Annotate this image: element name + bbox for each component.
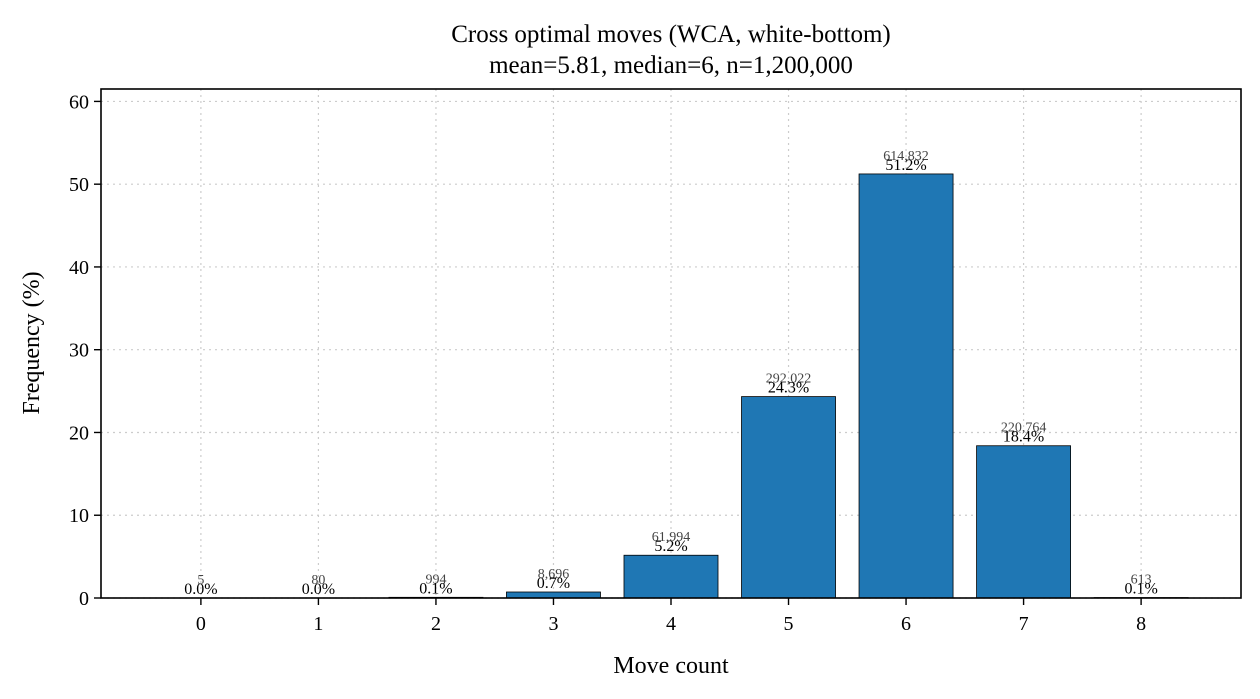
y-axis-label: Frequency (%) [19, 271, 45, 414]
bar-count-label: 8,696 [538, 567, 570, 582]
bar-percent-label: 24.3% [768, 380, 809, 397]
y-tick-label: 10 [69, 505, 89, 527]
chart-subtitle: mean=5.81, median=6, n=1,200,000 [489, 52, 853, 79]
bar-percent-label: 51.2% [885, 157, 926, 174]
bar-percent-label: 5.2% [654, 538, 687, 555]
x-tick-label: 8 [1136, 613, 1146, 635]
bar-percent-label: 18.4% [1003, 429, 1044, 446]
bar-percent-label: 0.1% [419, 580, 452, 597]
bar-percent-label: 0.0% [302, 581, 335, 598]
x-axis-label: Move count [613, 653, 729, 679]
bar-count-label: 613 [1131, 573, 1152, 588]
y-axis: 0 10 20 30 40 50 60 [69, 91, 101, 610]
bar-count-label: 5 [197, 573, 204, 588]
bar-percent-label: 0.0% [184, 581, 217, 598]
y-tick-label: 0 [79, 588, 89, 610]
bar-percent-label: 0.7% [537, 575, 570, 592]
bar-count-label: 80 [311, 573, 325, 588]
bar-count-label: 994 [425, 572, 446, 587]
x-tick-label: 7 [1019, 613, 1029, 635]
bar-percent-label: 0.1% [1124, 581, 1157, 598]
bar [976, 445, 1071, 599]
x-tick-label: 5 [784, 613, 794, 635]
bar-count-label: 614,832 [883, 149, 929, 164]
x-tick-label: 0 [196, 613, 206, 635]
x-tick-label: 3 [548, 613, 558, 635]
y-tick-label: 50 [69, 174, 89, 196]
y-tick-label: 20 [69, 422, 89, 444]
bar [506, 591, 601, 599]
chart-title: Cross optimal moves (WCA, white-bottom) [451, 21, 891, 48]
bar-count-label: 220,764 [1001, 421, 1047, 436]
x-tick-label: 4 [666, 613, 676, 635]
x-tick-label: 2 [431, 613, 441, 635]
data-labels: 50.0%800.0%9940.1%8,6960.7%61,9945.2%292… [184, 149, 1158, 598]
x-axis: 0 1 2 3 4 5 6 7 8 [196, 598, 1146, 635]
plot-frame [100, 88, 1242, 599]
bar [623, 554, 719, 599]
bar [858, 173, 954, 599]
x-tick-label: 6 [901, 613, 911, 635]
bar [741, 396, 836, 599]
y-tick-label: 40 [69, 257, 89, 279]
x-tick-label: 1 [313, 613, 323, 635]
y-tick-label: 30 [69, 340, 89, 362]
bar-count-label: 61,994 [652, 530, 691, 545]
y-tick-label: 60 [69, 91, 89, 113]
bar-count-label: 292,022 [766, 372, 812, 387]
